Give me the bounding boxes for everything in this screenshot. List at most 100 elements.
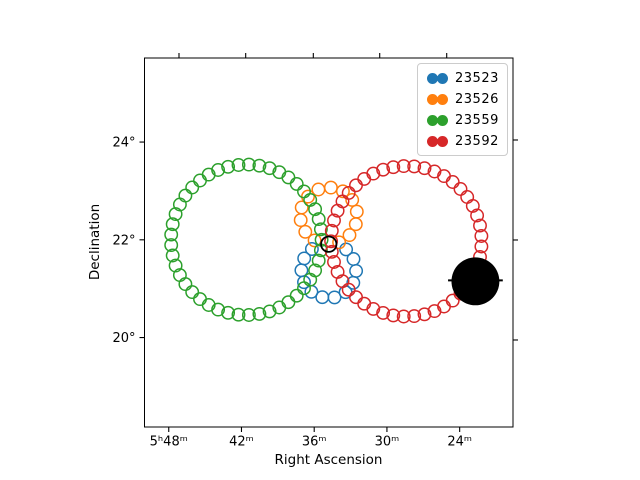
scatter-marker-23592 — [357, 171, 372, 186]
scatter-marker-23559 — [311, 253, 326, 268]
scatter-marker-23559 — [172, 268, 187, 283]
scatter-marker-23559 — [262, 304, 277, 319]
scatter-marker-23523 — [297, 251, 312, 266]
scatter-marker-23559 — [164, 238, 179, 253]
scatter-marker-23559 — [178, 188, 193, 203]
scatter-marker-23526 — [294, 200, 309, 215]
scatter-marker-23559 — [168, 258, 183, 273]
scatter-marker-23526 — [349, 204, 364, 219]
scatter-marker-23559 — [231, 158, 246, 172]
scatter-marker-23559 — [193, 292, 207, 307]
scatter-marker-23526 — [345, 192, 360, 207]
legend-item-label: 23523 — [455, 71, 499, 86]
scatter-marker-23523 — [346, 275, 361, 290]
scatter-marker-23592 — [366, 166, 381, 181]
scatter-marker-23559 — [221, 305, 236, 320]
scatter-marker-23592 — [445, 175, 460, 189]
scatter-marker-23559 — [297, 281, 311, 296]
legend-item: 23523 — [418, 68, 507, 89]
scatter-marker-23559 — [303, 192, 318, 207]
scatter-marker-23523 — [315, 290, 330, 305]
scatter-marker-23559 — [193, 173, 207, 188]
scatter-marker-23559 — [241, 308, 256, 322]
legend-marker-icon — [427, 93, 449, 106]
scatter-marker-23559 — [308, 202, 323, 217]
scatter-marker-23559 — [221, 159, 236, 174]
scatter-marker-23592 — [473, 218, 487, 233]
scatter-marker-23559 — [311, 212, 326, 227]
scatter-marker-23592 — [417, 307, 432, 322]
scatter-marker-23526 — [348, 217, 363, 232]
scatter-marker-23523 — [304, 242, 319, 256]
scatter-marker-23592 — [460, 190, 475, 204]
scatter-marker-23559 — [252, 306, 267, 321]
legend-marker-icon — [427, 72, 449, 85]
legend-item: 23559 — [418, 110, 507, 131]
x-tick-label: 24ᵐ — [447, 435, 472, 450]
scatter-marker-23523 — [346, 252, 361, 266]
legend-marker-icon — [427, 114, 449, 127]
scatter-marker-23526 — [307, 233, 322, 248]
y-tick-label: 24° — [112, 136, 135, 151]
scatter-marker-23592 — [396, 309, 411, 324]
scatter-marker-23526 — [293, 213, 308, 228]
scatter-marker-23559 — [185, 285, 200, 300]
scatter-marker-23526 — [311, 182, 326, 197]
scatter-marker-23559 — [165, 248, 180, 263]
scatter-marker-23592 — [327, 213, 341, 228]
x-tick-label: 5ʰ48ᵐ — [150, 435, 188, 450]
legend-item: 23526 — [418, 89, 507, 110]
scatter-marker-23592 — [407, 309, 422, 324]
scatter-marker-23523 — [327, 290, 342, 305]
scatter-marker-23559 — [185, 180, 200, 195]
scatter-marker-23592 — [417, 161, 432, 176]
scatter-marker-23523 — [349, 263, 364, 278]
scatter-marker-23592 — [349, 178, 363, 193]
scatter-marker-23592 — [376, 162, 391, 177]
scatter-marker-23592 — [427, 304, 442, 319]
occulting-disk — [451, 257, 500, 306]
legend-item-label: 23526 — [455, 92, 499, 107]
scatter-marker-23592 — [453, 182, 468, 196]
scatter-marker-23592 — [330, 264, 345, 279]
x-tick-label: 42ᵐ — [229, 435, 254, 450]
y-axis-label: Declination — [87, 203, 103, 281]
scatter-marker-23559 — [281, 170, 296, 185]
scatter-marker-23592 — [474, 239, 489, 254]
scatter-marker-23559 — [211, 163, 226, 177]
scatter-marker-23526 — [342, 228, 357, 243]
scatter-marker-23592 — [386, 308, 401, 323]
scatter-marker-23559 — [252, 158, 267, 173]
scatter-marker-23526 — [332, 235, 347, 250]
legend-item-label: 23559 — [455, 113, 499, 128]
scatter-marker-23559 — [165, 217, 180, 232]
scatter-marker-23592 — [407, 159, 422, 174]
scatter-marker-23523 — [339, 242, 354, 257]
scatter-marker-23592 — [357, 296, 372, 311]
scatter-marker-23592 — [376, 305, 391, 320]
scatter-marker-23526 — [298, 224, 313, 239]
axes-frame — [144, 57, 514, 428]
scatter-marker-23559 — [262, 161, 277, 176]
y-tick-label: 20° — [112, 331, 135, 346]
scatter-marker-23559 — [289, 176, 304, 191]
scatter-marker-23592 — [474, 229, 489, 243]
scatter-marker-23592 — [470, 208, 485, 223]
legend-marker-icon — [427, 135, 449, 148]
scatter-marker-23559 — [281, 295, 296, 310]
legend: 23523 23526 23559 23592 — [417, 63, 508, 156]
x-tick-label: 30ᵐ — [375, 435, 400, 450]
scatter-marker-23559 — [178, 277, 193, 292]
legend-item-label: 23592 — [455, 134, 499, 149]
scatter-marker-23592 — [386, 160, 401, 175]
scatter-marker-23559 — [289, 288, 304, 303]
scatter-marker-23592 — [341, 185, 356, 200]
target-marker — [320, 235, 338, 253]
x-tick-label: 36ᵐ — [302, 435, 327, 450]
scatter-marker-23592 — [327, 255, 341, 269]
scatter-marker-23559 — [313, 222, 328, 237]
y-tick-label: 22° — [112, 233, 135, 248]
scatter-marker-23526 — [323, 180, 338, 195]
